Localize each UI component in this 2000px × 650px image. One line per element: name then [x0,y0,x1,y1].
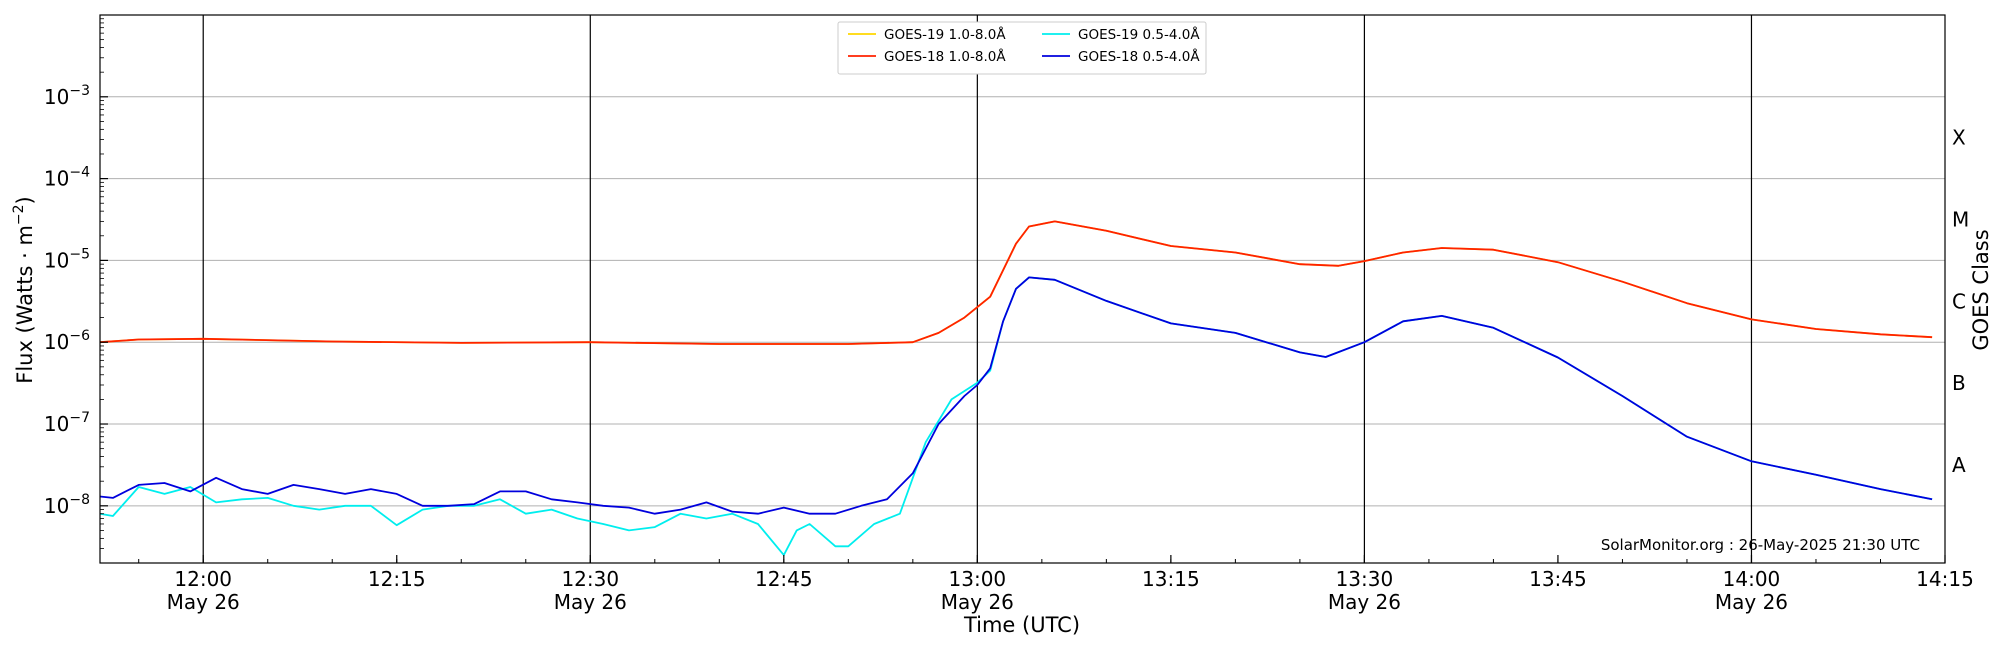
y-tick-label: 10−6 [44,328,90,354]
vertical-time-lines [202,15,1753,563]
x-tick-label: 14:00 [1723,567,1781,591]
y-tick-label: 10−8 [44,492,90,518]
x-tick-label: 12:00 [174,567,232,591]
legend-entry: GOES-19 1.0-8.0Å [884,26,1006,43]
goes-class-label: B [1952,371,1966,395]
x-tick-date-label: May 26 [167,590,240,614]
x-tick-label: 14:15 [1916,567,1974,591]
y-tick-label: 10−3 [44,83,90,109]
goes-class-labels: A B C M X [1952,126,1969,477]
y-tick-label: 10−4 [44,165,90,191]
series-lines [99,220,1933,556]
right-axis-label: GOES Class [1969,229,1993,350]
goes-class-label: A [1952,453,1966,477]
credit-text: SolarMonitor.org : 26-May-2025 21:30 UTC [1601,536,1920,554]
x-tick-label: 13:30 [1336,567,1394,591]
y-axis-label: Flux (Watts · m−2) [11,196,37,384]
x-tick-label: 12:30 [561,567,619,591]
x-axis-label: Time (UTC) [963,613,1080,637]
y-tick-label: 10−5 [44,246,90,272]
x-tick-label: 13:00 [949,567,1007,591]
x-tick-date-label: May 26 [941,590,1014,614]
x-tick-date-label: May 26 [1328,590,1401,614]
legend-entry: GOES-18 0.5-4.0Å [1078,48,1200,65]
plot-frame [99,14,1946,564]
x-tick-date-label: May 26 [1715,590,1788,614]
x-tick-label: 13:15 [1142,567,1200,591]
legend: GOES-19 1.0-8.0Å GOES-19 0.5-4.0Å GOES-18 … [837,21,1207,75]
goes-class-label: M [1952,208,1969,232]
x-tick-label: 12:15 [368,567,426,591]
goes-class-label: C [1952,289,1966,313]
series-line-3 [99,276,1933,515]
goes-class-label: X [1952,126,1966,150]
y-axis-ticks: 10−8 10−7 10−6 10−5 10−4 10−3 [44,18,108,564]
x-tick-label: 13:45 [1529,567,1587,591]
legend-entry: GOES-18 1.0-8.0Å [884,48,1006,65]
series-line-1 [99,220,1933,345]
x-tick-label: 12:45 [755,567,813,591]
legend-entry: GOES-19 0.5-4.0Å [1078,26,1200,43]
x-tick-date-label: May 26 [554,590,627,614]
y-tick-label: 10−7 [44,410,90,436]
legend-box [837,21,1207,75]
plot-background [100,15,1945,563]
